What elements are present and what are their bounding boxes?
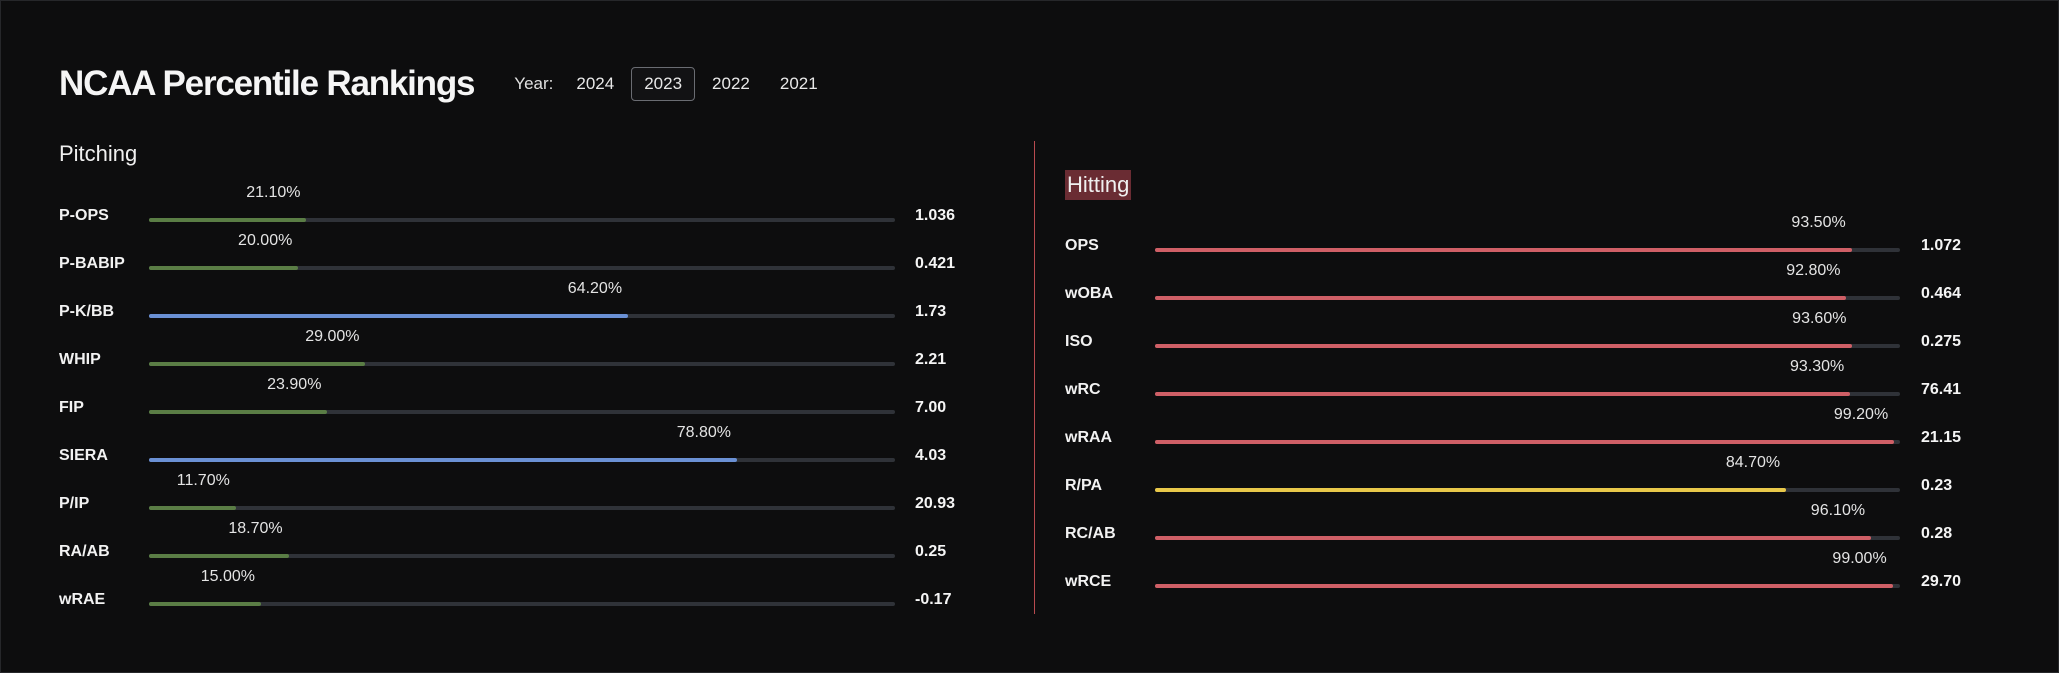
metric-label: wRCE	[1065, 573, 1112, 590]
percentile-bar	[149, 314, 628, 318]
percentile-label: 99.20%	[1833, 406, 1889, 423]
percentile-bar	[149, 218, 307, 222]
metric-label: RA/AB	[59, 543, 110, 560]
page-title: NCAA Percentile Rankings	[59, 64, 475, 103]
percentile-label: 99.00%	[1832, 550, 1887, 567]
percentile-track	[1155, 296, 1900, 300]
metric-value: 1.73	[915, 303, 947, 320]
percentile-bar	[1155, 536, 1871, 540]
percentile-bar	[149, 458, 737, 462]
metric-value: 1.036	[915, 207, 956, 224]
percentile-bar	[149, 266, 299, 270]
percentile-track	[1155, 440, 1900, 444]
metric-label: wRC	[1065, 381, 1101, 398]
metric-value: 21.15	[1921, 429, 1962, 446]
metric-label: FIP	[59, 399, 84, 416]
percentile-track	[1155, 248, 1900, 252]
metric-value: 2.21	[915, 351, 947, 368]
percentile-track	[149, 218, 895, 222]
metric-label: P-OPS	[59, 207, 109, 224]
metric-value: 0.23	[1921, 477, 1953, 494]
percentile-track	[149, 458, 895, 462]
metric-label: R/PA	[1065, 477, 1103, 494]
percentile-track	[149, 362, 895, 366]
metric-label: P-K/BB	[59, 303, 115, 320]
percentile-label: 18.70%	[228, 520, 283, 537]
percentile-bar	[1155, 248, 1852, 252]
percentile-bar	[1155, 296, 1847, 300]
percentile-label: 84.70%	[1725, 454, 1781, 471]
percentile-label: 92.80%	[1786, 262, 1841, 279]
metric-value: 4.03	[915, 447, 947, 464]
section-divider	[1034, 141, 1035, 614]
percentile-bar	[149, 554, 289, 558]
page-header: NCAA Percentile Rankings Year: 2024 2023…	[59, 60, 833, 108]
metric-value: 0.28	[1921, 525, 1953, 542]
percentile-bar	[149, 410, 328, 414]
percentile-track	[149, 410, 895, 414]
metric-value: 0.275	[1921, 333, 1962, 350]
percentile-label: 29.00%	[305, 328, 360, 345]
percentile-label: 93.30%	[1789, 358, 1845, 375]
percentile-bar	[1155, 344, 1853, 348]
percentile-label: 23.90%	[267, 376, 322, 393]
year-button-2022[interactable]: 2022	[699, 67, 763, 101]
year-button-2024[interactable]: 2024	[563, 67, 627, 101]
percentile-bar	[149, 362, 366, 366]
percentile-track	[149, 602, 895, 606]
percentile-track	[1155, 536, 1900, 540]
percentile-label: 21.10%	[246, 184, 301, 201]
percentile-bar	[149, 602, 261, 606]
metric-value: 0.421	[915, 255, 956, 272]
year-button-2021[interactable]: 2021	[767, 67, 831, 101]
percentile-track	[1155, 488, 1900, 492]
metric-value: 0.25	[915, 543, 947, 560]
metric-value: -0.17	[915, 591, 952, 608]
metric-label: wRAA	[1065, 429, 1113, 446]
metric-label: OPS	[1065, 237, 1099, 254]
metric-value: 0.464	[1921, 285, 1962, 302]
metric-label: WHIP	[59, 351, 101, 368]
percentile-label: 96.10%	[1810, 502, 1866, 519]
percentile-track	[1155, 344, 1900, 348]
year-selector: Year: 2024 2023 2022 2021	[514, 67, 832, 101]
percentile-label: 93.60%	[1792, 310, 1847, 327]
percentile-bar	[1155, 584, 1893, 588]
pitching-title: Pitching	[59, 141, 138, 166]
metric-label: wRAE	[59, 591, 106, 608]
metric-label: ISO	[1065, 333, 1093, 350]
percentile-bar	[149, 506, 237, 510]
year-label: Year:	[514, 74, 554, 93]
metric-value: 7.00	[915, 399, 947, 416]
percentile-track	[149, 554, 895, 558]
metric-label: P-BABIP	[59, 255, 125, 272]
percentile-bar	[1155, 488, 1786, 492]
percentile-label: 93.50%	[1791, 214, 1846, 231]
metric-label: wOBA	[1065, 285, 1113, 302]
percentile-track	[1155, 392, 1900, 396]
metric-label: RC/AB	[1065, 525, 1116, 542]
metric-value: 1.072	[1921, 237, 1962, 254]
metric-value: 76.41	[1921, 381, 1962, 398]
percentile-label: 64.20%	[567, 280, 623, 297]
hitting-title: Hitting	[1065, 170, 1132, 200]
percentile-bar	[1155, 392, 1851, 396]
metric-label: SIERA	[59, 447, 108, 464]
metric-value: 29.70	[1921, 573, 1962, 590]
percentile-track	[1155, 584, 1900, 588]
percentile-track	[149, 506, 895, 510]
percentile-track	[149, 266, 895, 270]
percentile-label: 78.80%	[676, 424, 731, 441]
percentile-label: 15.00%	[200, 568, 256, 585]
percentile-bar	[1155, 440, 1895, 444]
year-button-2023[interactable]: 2023	[631, 67, 696, 101]
metric-value: 20.93	[915, 495, 956, 512]
percentile-track	[149, 314, 895, 318]
metric-label: P/IP	[59, 495, 90, 512]
percentile-label: 20.00%	[238, 232, 293, 249]
percentile-label: 11.70%	[176, 472, 230, 489]
